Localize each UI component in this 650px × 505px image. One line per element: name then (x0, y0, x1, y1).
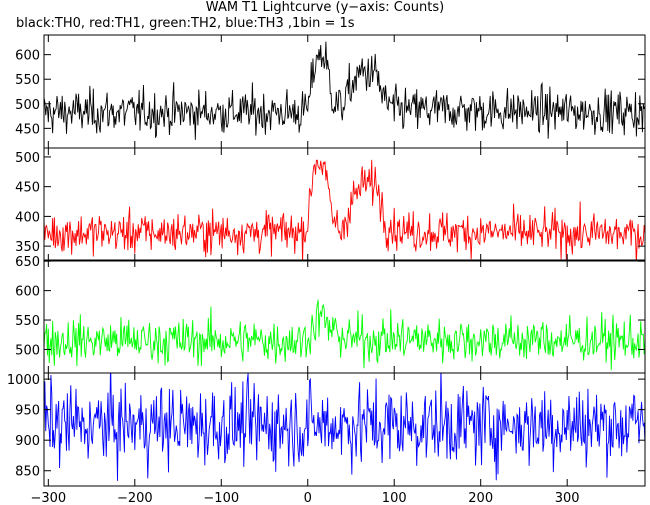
y-tick-label: 1000 (7, 373, 40, 388)
y-tick-label: 600 (15, 49, 40, 64)
y-tick-label: 500 (15, 151, 40, 166)
series-line-th3 (44, 373, 645, 481)
series-line-th2 (44, 299, 645, 371)
panel-th3: 850 900 950 1000 (7, 372, 646, 487)
y-tick-label: 950 (15, 404, 40, 419)
y-tick-label: 650 (15, 255, 40, 270)
y-tick-label: 350 (15, 240, 40, 255)
x-axis: −300 −200 −100 0 100 200 300 (30, 491, 579, 505)
x-tick-label: 300 (555, 491, 580, 505)
x-tick-label: −200 (117, 491, 153, 505)
x-tick-label: −100 (203, 491, 239, 505)
panel-th0: 450 500 550 600 (15, 34, 646, 149)
x-tick-label: −300 (30, 491, 66, 505)
panel-th2: 500 550 600 650 (15, 255, 646, 374)
y-tick-label: 500 (15, 343, 40, 358)
panel-frame (43, 34, 646, 149)
panel-frame (43, 372, 646, 487)
y-tick-label: 550 (15, 73, 40, 88)
y-tick-label: 850 (15, 465, 40, 480)
x-tick-label: 0 (304, 491, 312, 505)
y-tick-label: 450 (15, 181, 40, 196)
panel-frame (43, 147, 646, 262)
chart-subtitle: black:TH0, red:TH1, green:TH2, blue:TH3 … (16, 16, 355, 31)
chart-panels: 450 500 550 600 350 400 450 500 500 550 600 650 850 9… (7, 34, 646, 487)
series-line-th1 (44, 159, 645, 261)
y-tick-label: 400 (15, 210, 40, 225)
chart-title: WAM T1 Lightcurve (y−axis: Counts) (205, 0, 445, 15)
x-tick-label: 200 (468, 491, 493, 505)
y-tick-label: 600 (15, 285, 40, 300)
panel-frame (43, 259, 646, 374)
series-line-th0 (44, 41, 645, 140)
y-tick-label: 550 (15, 314, 40, 329)
x-tick-label: 100 (382, 491, 407, 505)
y-tick-label: 500 (15, 98, 40, 113)
y-tick-label: 450 (15, 122, 40, 137)
y-tick-label: 900 (15, 434, 40, 449)
panel-th1: 350 400 450 500 (15, 147, 646, 262)
